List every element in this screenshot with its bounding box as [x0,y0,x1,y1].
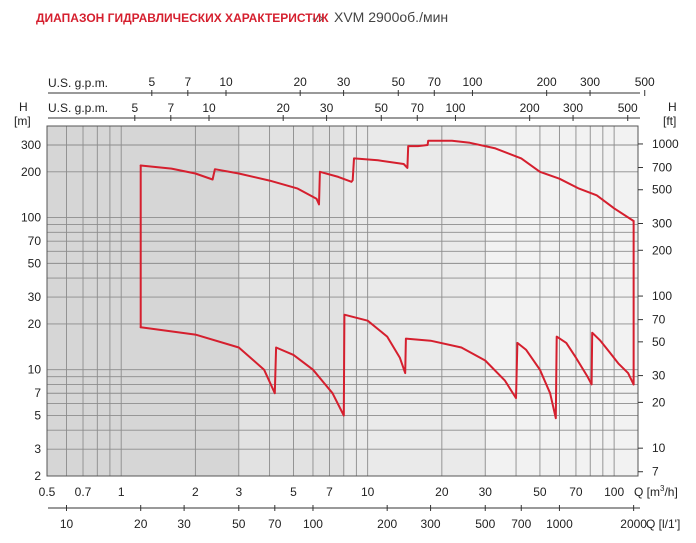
y-right-tick-label: 500 [652,183,672,197]
background-band-2 [238,126,344,476]
tick-labels: 2357102030507010020030071020305070100200… [21,75,679,531]
y-right-tick-label: 10 [652,441,666,455]
y-left-tick-label: 2 [34,469,41,483]
x-bottom-l-label: Q [l/1'] [646,517,680,531]
x-bottom-l-tick-label: 2000 [620,517,647,531]
y-left-tick-label: 7 [34,386,41,400]
top-axis-lower-label: U.S. g.p.m. [48,101,108,115]
y-right-tick-label: 300 [652,216,672,230]
background-band-3 [343,126,486,476]
y-left-tick-label: 300 [21,138,41,152]
y-left-tick-label: 50 [28,256,42,270]
x-top-lower-tick-label: 5 [131,101,138,115]
x-top-upper-tick-label: 200 [537,75,557,89]
y-right-tick-label: 100 [652,289,672,303]
top-axis-upper-label: U.S. g.p.m. [48,76,108,90]
x-top-upper-tick-label: 5 [148,75,155,89]
chart-title-separator: -:› [312,11,323,25]
chart-title-sub: XVM 2900об./мин [334,9,448,25]
y-left-tick-label: 20 [28,317,42,331]
x-top-lower-tick-label: 20 [277,101,291,115]
x-top-upper-tick-label: 70 [428,75,442,89]
x-bottom-l-tick-label: 10 [60,517,74,531]
x-bottom-m3h-tick-label: 1 [118,485,125,499]
x-top-lower-tick-label: 70 [411,101,425,115]
x-bottom-m3h-tick-label: 7 [326,485,333,499]
x-top-lower-tick-label: 100 [445,101,465,115]
x-top-lower-tick-label: 300 [563,101,583,115]
x-top-lower-tick-label: 500 [618,101,638,115]
plot-border [46,125,639,477]
y-right-tick-label: 30 [652,369,666,383]
x-bottom-m3h-tick-label: 20 [435,485,449,499]
x-top-upper-tick-label: 500 [635,75,655,89]
x-bottom-m3h-tick-label: 50 [533,485,547,499]
x-bottom-m3h-tick-label: 10 [361,485,375,499]
x-top-lower-tick-label: 30 [320,101,334,115]
x-bottom-l-tick-label: 300 [421,517,441,531]
x-bottom-m3h-tick-label: 30 [479,485,493,499]
y-right-tick-label: 1000 [652,137,679,151]
x-top-lower-tick-label: 50 [375,101,389,115]
x-bottom-m3h-tick-label: 100 [604,485,624,499]
curve-layer [139,139,635,420]
y-right-unit: [ft] [663,114,676,128]
x-top-lower-tick-label: 7 [167,101,174,115]
y-left-tick-label: 10 [28,363,42,377]
x-top-upper-tick-label: 300 [580,75,600,89]
y-right-tick-label: 20 [652,395,666,409]
y-right-tick-label: 70 [652,313,666,327]
x-bottom-l-tick-label: 500 [475,517,495,531]
x-top-upper-tick-label: 50 [392,75,406,89]
x-bottom-l-tick-label: 200 [377,517,397,531]
y-left-tick-label: 200 [21,165,41,179]
x-bottom-m3h-tick-label: 0.5 [39,485,56,499]
plot-frame [46,92,640,509]
x-top-upper-tick-label: 100 [462,75,482,89]
y-right-tick-label: 50 [652,335,666,349]
y-left-label: H [19,100,28,114]
background-band-4 [485,126,638,476]
x-bottom-m3h-tick-label: 5 [290,485,297,499]
x-bottom-m3h-tick-label: 0.7 [75,485,92,499]
chart-title-main: ДИАПАЗОН ГИДРАВЛИЧЕСКИХ ХАРАКТЕРИСТИК [36,11,329,25]
y-right-tick-label: 700 [652,161,672,175]
x-bottom-l-tick-label: 30 [177,517,191,531]
y-right-tick-label: 7 [652,465,659,479]
y-left-tick-label: 70 [28,234,42,248]
x-bottom-m3h-tick-label: 3 [235,485,242,499]
x-top-upper-tick-label: 7 [184,75,191,89]
y-left-tick-label: 30 [28,290,42,304]
y-left-tick-label: 5 [34,408,41,422]
y-left-tick-label: 100 [21,211,41,225]
x-bottom-l-tick-label: 700 [511,517,531,531]
x-top-upper-tick-label: 20 [294,75,308,89]
background-band-1 [47,126,239,476]
y-left-tick-label: 3 [34,442,41,456]
x-bottom-m3h-label: Q [m3/h] [634,484,678,499]
x-bottom-l-tick-label: 50 [232,517,246,531]
x-bottom-l-tick-label: 70 [268,517,282,531]
x-bottom-l-tick-label: 20 [134,517,148,531]
x-bottom-m3h-tick-label: 2 [192,485,199,499]
x-top-upper-tick-label: 30 [337,75,351,89]
envelope-upper-curve [139,139,635,222]
x-bottom-l-tick-label: 1000 [546,517,573,531]
y-right-label: H [668,100,677,114]
x-bottom-m3h-tick-label: 70 [569,485,583,499]
x-top-lower-tick-label: 200 [520,101,540,115]
x-bottom-l-tick-label: 100 [303,517,323,531]
background-bands [47,126,638,476]
envelope-lower-curve [139,313,635,420]
y-right-tick-label: 200 [652,243,672,257]
x-top-upper-tick-label: 10 [219,75,233,89]
y-left-unit: [m] [14,114,31,128]
x-top-lower-tick-label: 10 [202,101,216,115]
